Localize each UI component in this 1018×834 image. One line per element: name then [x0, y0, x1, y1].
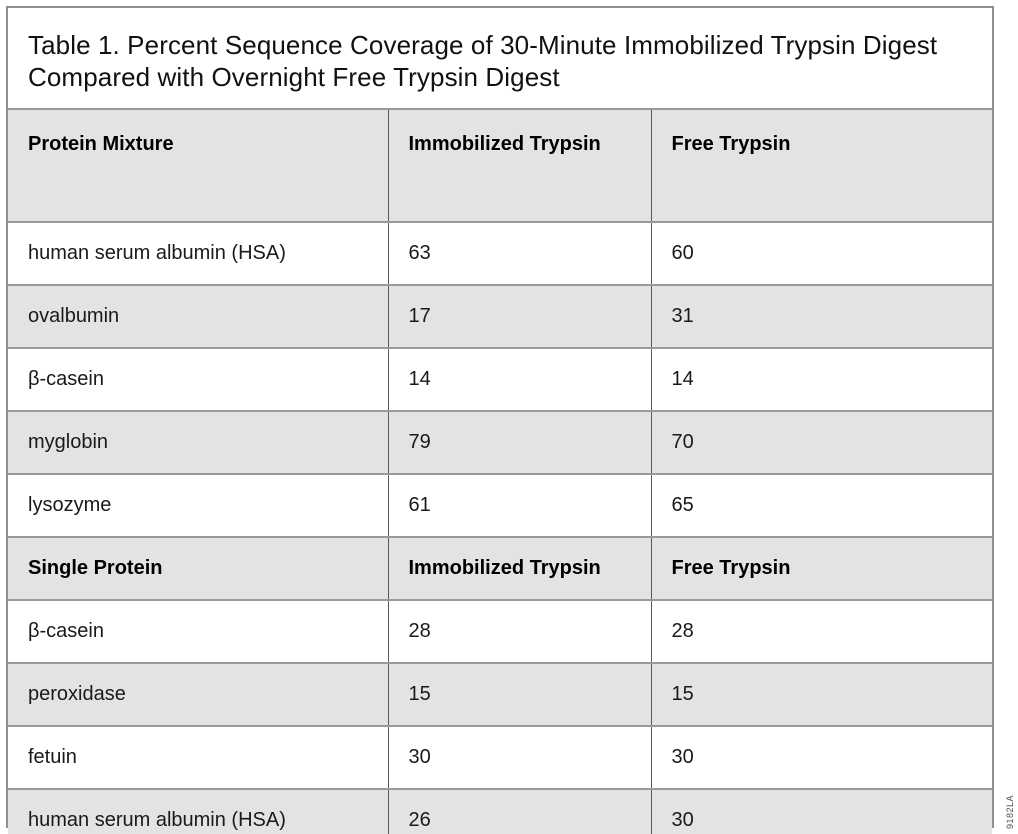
protein-name-cell: β-casein — [8, 599, 388, 663]
free-trypsin-value-cell: 15 — [650, 662, 992, 726]
free-trypsin-value-cell: 30 — [650, 788, 992, 834]
column-header: Single Protein — [8, 536, 388, 600]
header-row: Protein Mixture Immobilized Trypsin Free T… — [8, 108, 992, 222]
column-header: Immobilized Trypsin — [387, 536, 651, 600]
table-frame: Table 1. Percent Sequence Coverage of 30… — [6, 6, 994, 834]
immobilized-trypsin-value-cell: 61 — [387, 473, 651, 537]
protein-name-cell: human serum albumin (HSA) — [8, 788, 388, 834]
column-header: Free Trypsin — [650, 108, 992, 222]
free-trypsin-value-cell: 28 — [650, 599, 992, 663]
table-row: myglobin 79 70 — [8, 410, 992, 474]
free-trypsin-value-cell: 14 — [650, 347, 992, 411]
immobilized-trypsin-value-cell: 26 — [387, 788, 651, 834]
figure-code: 9182LA — [1005, 794, 1015, 829]
coverage-table: Protein Mixture Immobilized Trypsin Free T… — [8, 108, 992, 834]
table-row: β-casein 14 14 — [8, 347, 992, 411]
free-trypsin-value-cell: 65 — [650, 473, 992, 537]
immobilized-trypsin-value-cell: 15 — [387, 662, 651, 726]
table-row: human serum albumin (HSA) 63 60 — [8, 221, 992, 285]
table-row: ovalbumin 17 31 — [8, 284, 992, 348]
immobilized-trypsin-value-cell: 17 — [387, 284, 651, 348]
column-header: Free Trypsin — [650, 536, 992, 600]
table-title: Table 1. Percent Sequence Coverage of 30… — [28, 30, 938, 92]
immobilized-trypsin-value-cell: 28 — [387, 599, 651, 663]
header-row: Single Protein Immobilized Trypsin Free Tr… — [8, 536, 992, 600]
table-row: β-casein 28 28 — [8, 599, 992, 663]
free-trypsin-value-cell: 31 — [650, 284, 992, 348]
protein-name-cell: human serum albumin (HSA) — [8, 221, 388, 285]
protein-name-cell: peroxidase — [8, 662, 388, 726]
protein-name-cell: ovalbumin — [8, 284, 388, 348]
free-trypsin-value-cell: 60 — [650, 221, 992, 285]
immobilized-trypsin-value-cell: 79 — [387, 410, 651, 474]
column-header: Immobilized Trypsin — [387, 108, 651, 222]
immobilized-trypsin-value-cell: 30 — [387, 725, 651, 789]
immobilized-trypsin-value-cell: 14 — [387, 347, 651, 411]
column-header: Protein Mixture — [8, 108, 388, 222]
free-trypsin-value-cell: 30 — [650, 725, 992, 789]
table-row: human serum albumin (HSA) 26 30 — [8, 788, 992, 834]
protein-name-cell: fetuin — [8, 725, 388, 789]
protein-name-cell: myglobin — [8, 410, 388, 474]
protein-name-cell: β-casein — [8, 347, 388, 411]
protein-name-cell: lysozyme — [8, 473, 388, 537]
table-row: peroxidase 15 15 — [8, 662, 992, 726]
table-body: Protein Mixture Immobilized Trypsin Free T… — [8, 108, 992, 834]
table-row: fetuin 30 30 — [8, 725, 992, 789]
free-trypsin-value-cell: 70 — [650, 410, 992, 474]
table-row: lysozyme 61 65 — [8, 473, 992, 537]
immobilized-trypsin-value-cell: 63 — [387, 221, 651, 285]
